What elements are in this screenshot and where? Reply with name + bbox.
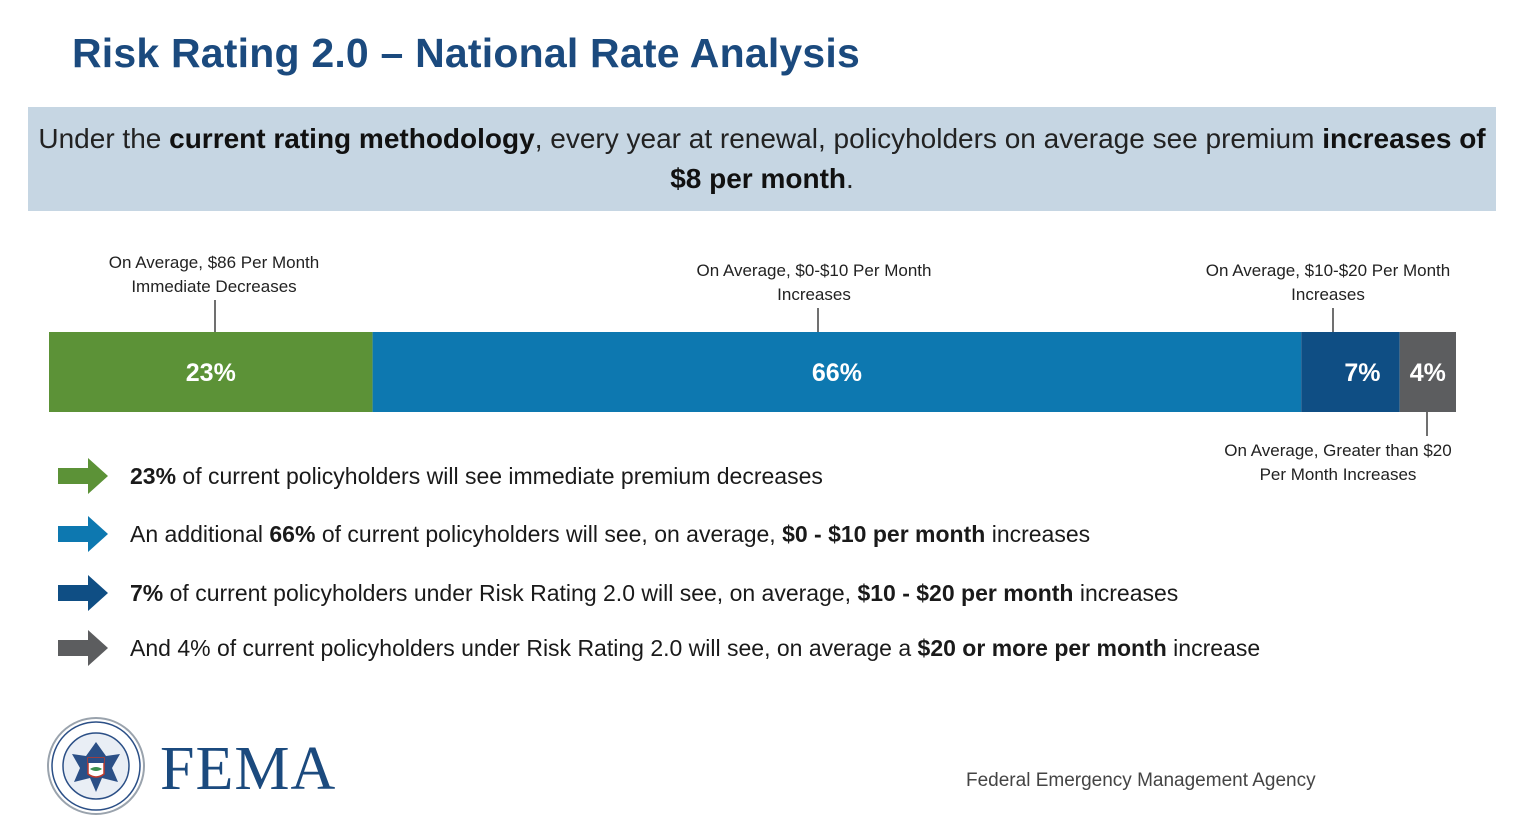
- summary-text: Under the current rating methodology, ev…: [28, 119, 1496, 199]
- summary-part: , every year at renewal, policyholders o…: [534, 123, 1323, 154]
- bar-segment: [49, 332, 373, 412]
- dhs-seal-icon: [47, 717, 145, 815]
- bullet-item: And 4% of current policyholders under Ri…: [58, 630, 1260, 666]
- bullet-bold-text: $20 or more per month: [917, 634, 1167, 661]
- bar-value-label: 66%: [812, 359, 862, 387]
- bar-segment: [1399, 332, 1456, 412]
- arrow-right-icon: [58, 516, 108, 552]
- stacked-bar-chart: 23% On Average, $86 Per Month Immediate De…: [49, 253, 1456, 484]
- summary-bold: increases of $8 per month: [670, 123, 1486, 194]
- bar-value-label: 4%: [1410, 359, 1446, 387]
- arrow-right-icon: [58, 458, 108, 494]
- bullet-item: 23% of current policyholders will see im…: [58, 458, 823, 494]
- bullet-item: 7% of current policyholders under Risk R…: [58, 575, 1178, 611]
- page-title: Risk Rating 2.0 – National Rate Analysis: [72, 30, 861, 76]
- bullet-plain-text: of current policyholders will see immedi…: [176, 462, 823, 489]
- fema-logo-text: FEMA: [160, 735, 337, 803]
- bullet-text: And 4% of current policyholders under Ri…: [130, 635, 1260, 662]
- bullet-text: 23% of current policyholders will see im…: [130, 463, 823, 490]
- bullet-plain-text: of current policyholders will see, on av…: [315, 520, 783, 547]
- callout-label: Increases: [777, 285, 851, 304]
- bar-value-label: 23%: [186, 359, 236, 387]
- bar-value-label: 7%: [1344, 359, 1380, 387]
- arrow-right-icon: [58, 575, 108, 611]
- callout-label: Increases: [1291, 285, 1365, 304]
- bullet-bold-text: 66%: [269, 520, 316, 547]
- summary-bold: current rating methodology: [169, 123, 535, 154]
- bullet-bold-text: $0 - $10 per month: [782, 520, 986, 547]
- summary-part: Under the: [38, 123, 170, 154]
- callout-label: Per Month Increases: [1260, 465, 1417, 484]
- bullet-bold-text: $10 - $20 per month: [857, 579, 1074, 606]
- bullet-plain-text: increases: [1073, 579, 1179, 606]
- callout-label: On Average, $0-$10 Per Month: [696, 261, 931, 280]
- bullet-bold-text: 23%: [130, 462, 177, 489]
- bullet-plain-text: increases: [985, 520, 1091, 547]
- bullet-bold-text: 7%: [130, 579, 164, 606]
- bullet-plain-text: increase: [1166, 634, 1261, 661]
- bullet-item: An additional 66% of current policyholde…: [58, 516, 1090, 552]
- bar-segment: [1301, 332, 1400, 412]
- callout-label: On Average, $10-$20 Per Month: [1206, 261, 1450, 280]
- bullet-text: An additional 66% of current policyholde…: [130, 521, 1090, 548]
- bullet-plain-text: An additional: [130, 520, 270, 547]
- summary-banner: Under the current rating methodology, ev…: [28, 107, 1496, 211]
- bar-segment: [372, 332, 1302, 412]
- callout-label: On Average, Greater than $20: [1224, 441, 1451, 460]
- callout-label: On Average, $86 Per Month: [109, 253, 319, 272]
- callout-label: Immediate Decreases: [131, 277, 296, 296]
- arrow-right-icon: [58, 630, 108, 666]
- summary-part: .: [846, 163, 854, 194]
- bullet-plain-text: And 4% of current policyholders under Ri…: [130, 634, 918, 661]
- bullet-plain-text: of current policyholders under Risk Rati…: [163, 579, 858, 606]
- agency-name: Federal Emergency Management Agency: [966, 770, 1316, 791]
- bullet-text: 7% of current policyholders under Risk R…: [130, 580, 1178, 607]
